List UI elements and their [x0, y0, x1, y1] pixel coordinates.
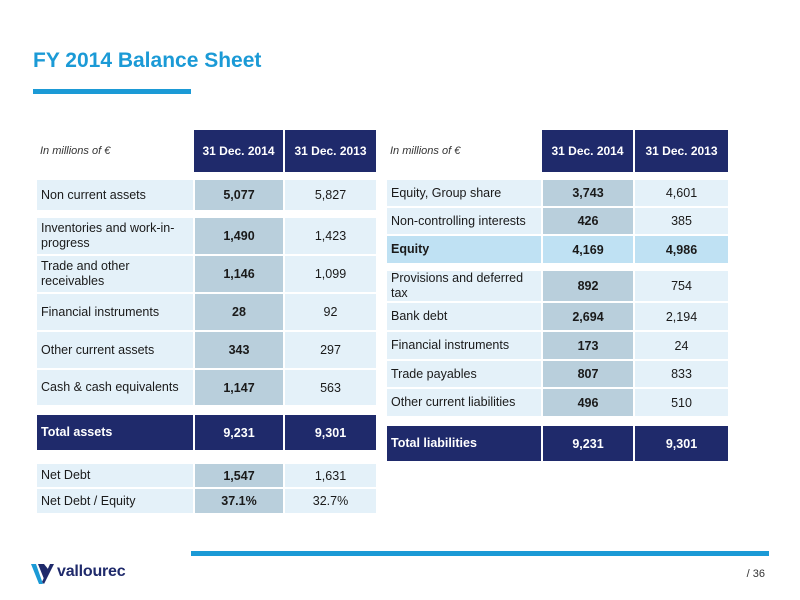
value-2013: 4,986: [633, 234, 728, 263]
value-2013: 1,423: [283, 216, 376, 255]
table-row: Inventories and work-in-progress 1,490 1…: [37, 216, 376, 255]
row-label: Equity: [387, 234, 542, 263]
value-2013: 4,601: [633, 178, 728, 207]
table-row: Non current assets 5,077 5,827: [37, 178, 376, 210]
value-2014: 807: [541, 359, 634, 388]
value-2013: 1,631: [283, 462, 376, 488]
liabilities-table: In millions of € 31 Dec. 2014 31 Dec. 20…: [387, 130, 728, 461]
table-row: Cash & cash equivalents 1,147 563: [37, 368, 376, 405]
value-2013: 9,301: [633, 424, 728, 461]
assets-col-2014: 31 Dec. 2014: [194, 130, 284, 172]
value-2013: 833: [633, 359, 728, 388]
row-label: Net Debt: [37, 462, 194, 488]
table-row: Financial instruments 28 92: [37, 292, 376, 331]
row-label: Non-controlling interests: [387, 206, 542, 235]
value-2013: 1,099: [283, 254, 376, 293]
net-debt-row: Net Debt 1,547 1,631: [37, 462, 376, 488]
net-debt-equity-row: Net Debt / Equity 37.1% 32.7%: [37, 487, 376, 513]
value-2014: 2,694: [541, 301, 634, 331]
value-2013: 9,301: [283, 413, 376, 450]
page-number: / 36: [746, 568, 765, 580]
row-label: Cash & cash equivalents: [37, 368, 194, 405]
row-label: Trade payables: [387, 359, 542, 388]
row-label: Trade and other receivables: [37, 254, 194, 293]
total-assets-row: Total assets 9,231 9,301: [37, 413, 376, 450]
row-label: Non current assets: [37, 178, 194, 210]
table-row: Non-controlling interests 426 385: [387, 206, 728, 235]
row-label: Financial instruments: [387, 330, 542, 360]
value-2014: 1,146: [193, 254, 284, 293]
value-2013: 297: [283, 330, 376, 369]
value-2014: 892: [541, 269, 634, 302]
value-2014: 173: [541, 330, 634, 360]
value-2013: 92: [283, 292, 376, 331]
table-row: Bank debt 2,694 2,194: [387, 301, 728, 331]
table-row: Other current assets 343 297: [37, 330, 376, 369]
value-2013: 563: [283, 368, 376, 405]
liabilities-col-2013: 31 Dec. 2013: [633, 130, 728, 172]
value-2014: 1,547: [193, 462, 284, 488]
logo-wordmark: vallourec: [57, 563, 126, 580]
liabilities-unit-label: In millions of €: [390, 145, 461, 157]
value-2013: 32.7%: [283, 487, 376, 513]
value-2014: 343: [193, 330, 284, 369]
value-2014: 4,169: [541, 234, 634, 263]
footer-divider: [191, 551, 769, 556]
value-2014: 1,147: [193, 368, 284, 405]
equity-row: Equity 4,169 4,986: [387, 234, 728, 263]
assets-table: In millions of € 31 Dec. 2014 31 Dec. 20…: [37, 130, 376, 513]
row-label: Other current assets: [37, 330, 194, 369]
value-2014: 9,231: [541, 424, 634, 461]
table-row: Trade payables 807 833: [387, 359, 728, 388]
value-2014: 3,743: [541, 178, 634, 207]
assets-col-2013: 31 Dec. 2013: [283, 130, 376, 172]
row-label: Total assets: [37, 413, 194, 450]
value-2014: 9,231: [193, 413, 284, 450]
value-2013: 385: [633, 206, 728, 235]
value-2013: 24: [633, 330, 728, 360]
row-label: Equity, Group share: [387, 178, 542, 207]
value-2013: 510: [633, 387, 728, 416]
row-label: Bank debt: [387, 301, 542, 331]
row-label: Other current liabilities: [387, 387, 542, 416]
value-2014: 28: [193, 292, 284, 331]
liabilities-col-2014: 31 Dec. 2014: [542, 130, 634, 172]
row-label: Financial instruments: [37, 292, 194, 331]
value-2014: 1,490: [193, 216, 284, 255]
table-row: Other current liabilities 496 510: [387, 387, 728, 416]
row-label: Total liabilities: [387, 424, 542, 461]
row-label: Inventories and work-in-progress: [37, 216, 194, 255]
value-2014: 37.1%: [193, 487, 284, 513]
row-label: Provisions and deferred tax: [387, 269, 542, 302]
value-2014: 496: [541, 387, 634, 416]
table-row: Equity, Group share 3,743 4,601: [387, 178, 728, 207]
title-underline: [33, 89, 191, 94]
value-2013: 754: [633, 269, 728, 302]
value-2013: 5,827: [283, 178, 376, 210]
value-2014: 5,077: [193, 178, 284, 210]
row-label: Net Debt / Equity: [37, 487, 194, 513]
vallourec-v-logo-icon: [31, 564, 54, 584]
total-liabilities-row: Total liabilities 9,231 9,301: [387, 424, 728, 461]
page-title: FY 2014 Balance Sheet: [33, 49, 262, 72]
value-2014: 426: [541, 206, 634, 235]
assets-unit-label: In millions of €: [40, 145, 111, 157]
value-2013: 2,194: [633, 301, 728, 331]
table-row: Financial instruments 173 24: [387, 330, 728, 360]
table-row: Trade and other receivables 1,146 1,099: [37, 254, 376, 293]
table-row: Provisions and deferred tax 892 754: [387, 269, 728, 302]
